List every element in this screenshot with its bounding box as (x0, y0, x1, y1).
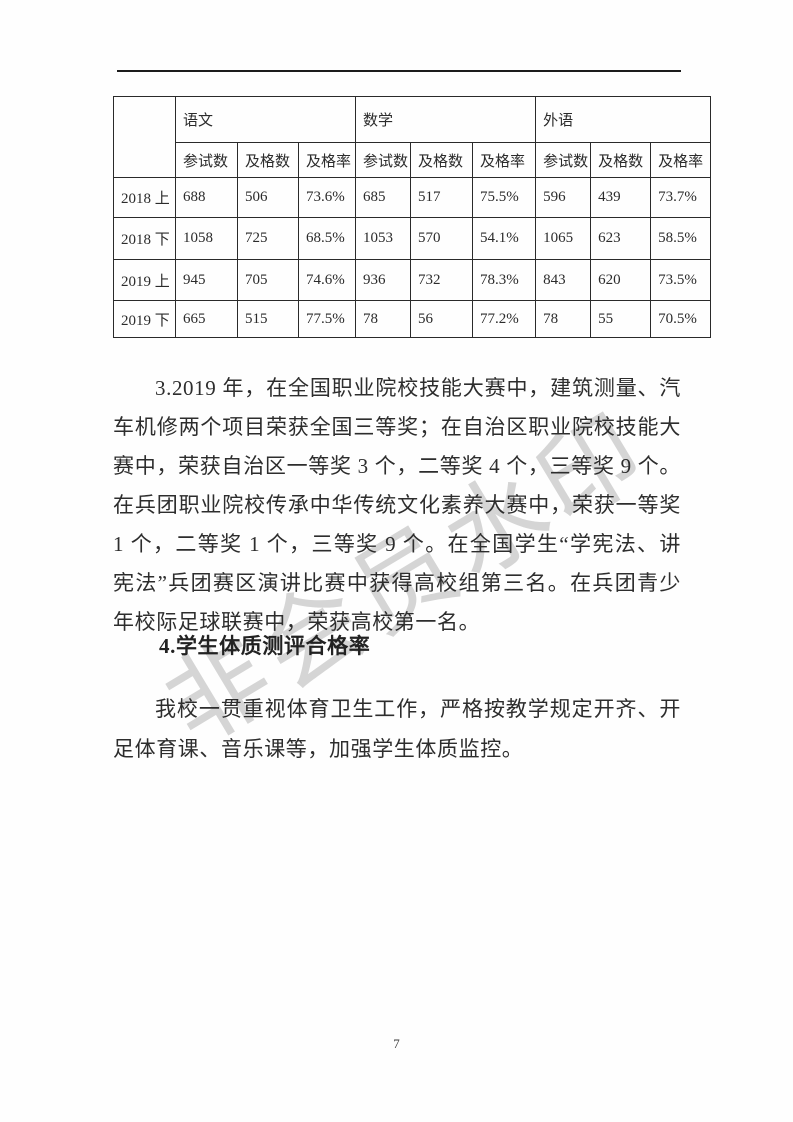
column-header: 及格率 (472, 142, 537, 178)
table-row: 2018 上 688 506 73.6% 685 517 75.5% 596 4… (113, 177, 712, 218)
table-cell: 56 (410, 300, 474, 338)
table-row: 2018 下 1058 725 68.5% 1053 570 54.1% 106… (113, 217, 712, 260)
column-header: 及格数 (590, 142, 652, 178)
awards-paragraph: 3.2019 年，在全国职业院校技能大赛中，建筑测量、汽车机修两个项目荣获全国三… (113, 376, 681, 634)
table-cell: 506 (237, 177, 299, 218)
table-cell: 936 (355, 259, 412, 301)
table-cell: 665 (175, 300, 238, 338)
table-cell: 74.6% (297, 259, 357, 301)
table-cell: 70.5% (650, 300, 712, 338)
table-cell: 685 (355, 177, 412, 218)
column-header: 参试数 (355, 142, 412, 178)
page-number: 7 (393, 1036, 400, 1051)
column-header: 及格数 (410, 142, 474, 178)
table-row-subjects: 语文 数学 外语 (113, 96, 712, 178)
table-cell: 73.6% (297, 177, 357, 218)
table-cell: 1053 (355, 217, 412, 260)
table-cell: 843 (535, 259, 592, 301)
table-cell: 77.2% (472, 300, 537, 338)
table-cell: 945 (175, 259, 238, 301)
table-cell: 688 (175, 177, 238, 218)
row-label: 2018 下 (113, 217, 176, 260)
subject-math: 数学 (355, 96, 537, 143)
table-cell: 78.3% (472, 259, 537, 301)
table-cell: 725 (237, 217, 299, 260)
table-cell: 570 (410, 217, 474, 260)
table-cell: 68.5% (297, 217, 357, 260)
table-cell: 705 (237, 259, 299, 301)
table-cell: 623 (590, 217, 652, 260)
row-label: 2019 上 (113, 259, 176, 301)
table-cell: 596 (535, 177, 592, 218)
exam-results-table: 语文 数学 外语 参试数 及格数 及格率 参试数 及格数 及格率 参试数 及格数… (113, 96, 712, 338)
fitness-paragraph: 我校一贯重视体育卫生工作，严格按教学规定开齐、开足体育课、音乐课等，加强学生体质… (113, 697, 681, 761)
header-rule (117, 70, 681, 72)
column-header: 及格率 (297, 142, 357, 178)
column-header: 及格数 (237, 142, 299, 178)
section-heading-fitness: 4.学生体质测评合格率 (159, 634, 371, 658)
table-row: 2019 下 665 515 77.5% 78 56 77.2% 78 55 7… (113, 300, 712, 338)
row-label: 2018 上 (113, 177, 176, 218)
table-cell: 75.5% (472, 177, 537, 218)
table-cell: 620 (590, 259, 652, 301)
table-cell: 58.5% (650, 217, 712, 260)
table-cell: 1058 (175, 217, 238, 260)
subject-chinese: 语文 (174, 96, 357, 143)
table-row: 2019 上 945 705 74.6% 936 732 78.3% 843 6… (113, 259, 712, 301)
column-header: 参试数 (535, 142, 592, 178)
table-cell: 78 (355, 300, 412, 338)
table-cell: 1065 (535, 217, 592, 260)
table-cell: 78 (535, 300, 592, 338)
table-cell: 54.1% (472, 217, 537, 260)
table-cell: 732 (410, 259, 474, 301)
table-cell: 73.5% (650, 259, 712, 301)
column-header: 参试数 (175, 142, 238, 178)
table-cell: 55 (590, 300, 652, 338)
table-cell: 515 (237, 300, 299, 338)
table-cell: 439 (590, 177, 652, 218)
table-cell: 77.5% (297, 300, 357, 338)
table-cell: 517 (410, 177, 474, 218)
column-header: 及格率 (650, 142, 712, 178)
table-cell: 73.7% (650, 177, 712, 218)
table-row-subheaders: 参试数 及格数 及格率 参试数 及格数 及格率 参试数 及格数 及格率 (114, 142, 712, 178)
subject-foreign-language: 外语 (535, 96, 712, 143)
row-label: 2019 下 (113, 300, 176, 338)
corner-cell (113, 96, 176, 178)
